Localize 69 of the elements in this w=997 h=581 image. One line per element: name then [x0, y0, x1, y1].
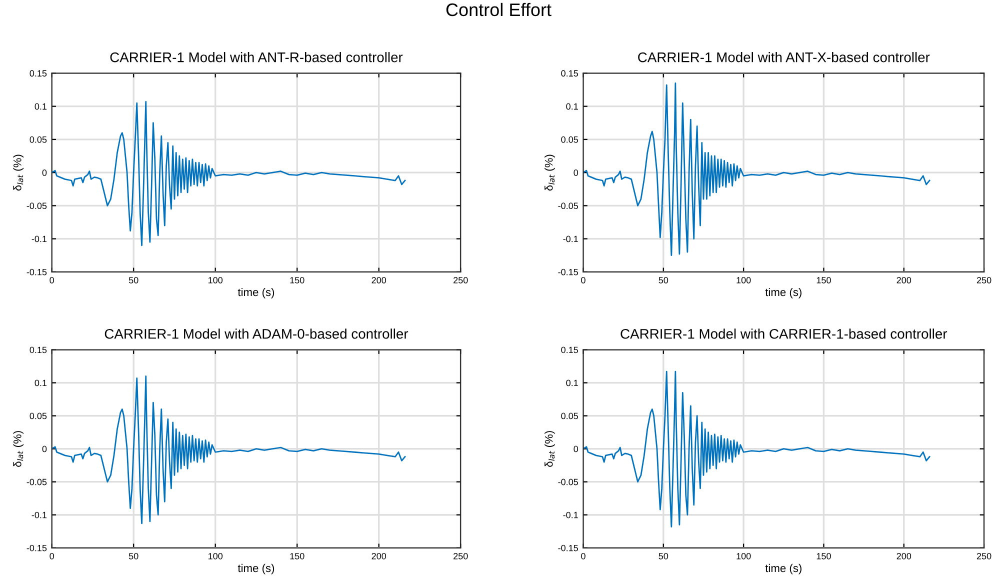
x-tick-label: 0: [581, 277, 586, 284]
y-tick-label: 0: [42, 446, 47, 452]
y-tick-label: -0.1: [32, 236, 47, 242]
x-tick-label: 250: [976, 277, 992, 284]
y-tick-label: -0.05: [558, 478, 578, 486]
x-tick-label: 200: [372, 277, 386, 284]
x-axis-title: time (s): [765, 288, 802, 298]
x-tick-label: 250: [976, 552, 992, 560]
text: Control Effort: [446, 2, 552, 16]
x-tick-label: 100: [208, 277, 223, 284]
y-tick-label: 0.05: [561, 412, 578, 420]
y-axis-title: δ$_{lat}$ (%): [544, 431, 555, 467]
x-tick-label: 0: [581, 552, 586, 560]
y-tick-label: -0.05: [26, 478, 47, 486]
x-tick-label: 50: [128, 277, 138, 284]
x-tick-label: 200: [896, 277, 912, 284]
x-tick-label: 200: [896, 552, 912, 560]
chart-title: CARRIER-1 Model with ANT-X-based controller: [638, 52, 930, 62]
y-tick-label: -0.1: [32, 512, 47, 518]
line-series: [583, 82, 930, 256]
y-tick-label: 0.1: [34, 380, 47, 386]
y-tick-label: -0.05: [26, 202, 47, 210]
y-tick-label: 0.1: [566, 380, 578, 386]
y-tick-label: -0.15: [26, 544, 47, 552]
y-axis-title: δ$_{lat}$ (%): [13, 154, 24, 191]
x-tick-label: 200: [372, 552, 386, 560]
y-tick-label: -0.1: [563, 512, 578, 518]
chart-title: CARRIER-1 Model with CARRIER-1-based controller: [620, 328, 948, 339]
y-tick-label: 0.1: [34, 103, 47, 110]
line-series: [52, 100, 406, 246]
x-tick-label: 0: [50, 552, 54, 560]
x-tick-label: 150: [816, 277, 831, 284]
line-series: [583, 370, 930, 528]
x-tick-label: 150: [290, 552, 304, 560]
y-tick-label: -0.15: [26, 268, 47, 276]
x-tick-label: 50: [128, 552, 138, 560]
x-tick-label: 150: [816, 552, 831, 560]
x-tick-label: 100: [736, 552, 751, 560]
y-tick-label: -0.15: [558, 544, 578, 552]
y-tick-label: 0.05: [561, 136, 578, 143]
x-tick-label: 100: [736, 277, 751, 284]
x-tick-label: 250: [454, 552, 468, 560]
x-tick-label: 250: [454, 277, 468, 284]
y-axis-title: δ$_{lat}$ (%): [13, 431, 24, 467]
x-tick-label: 50: [658, 552, 668, 560]
line-series: [52, 375, 406, 524]
chart-title: CARRIER-1 Model with ADAM-0-based controller: [104, 328, 408, 339]
y-axis-title: δ$_{lat}$ (%): [544, 154, 555, 191]
x-tick-label: 100: [208, 552, 223, 560]
y-tick-label: -0.05: [558, 202, 578, 210]
x-tick-label: 50: [658, 277, 668, 284]
y-tick-label: 0: [574, 446, 578, 452]
y-tick-label: 0: [42, 170, 47, 176]
y-tick-label: 0.1: [566, 103, 578, 110]
x-axis-title: time (s): [238, 288, 274, 298]
x-tick-label: 150: [290, 277, 304, 284]
x-axis-title: time (s): [765, 564, 802, 574]
y-tick-label: 0.15: [30, 346, 47, 354]
y-tick-label: 0.15: [561, 70, 578, 77]
y-tick-label: 0: [574, 170, 578, 176]
y-tick-label: -0.15: [558, 268, 578, 276]
x-tick-label: 0: [50, 277, 54, 284]
y-tick-label: 0.15: [561, 346, 578, 354]
y-tick-label: 0.05: [30, 412, 47, 420]
y-tick-label: 0.15: [30, 70, 47, 77]
x-axis-title: time (s): [238, 564, 274, 574]
chart-title: CARRIER-1 Model with ANT-R-based controller: [110, 52, 403, 62]
y-tick-label: -0.1: [563, 236, 578, 242]
y-tick-label: 0.05: [30, 136, 47, 143]
